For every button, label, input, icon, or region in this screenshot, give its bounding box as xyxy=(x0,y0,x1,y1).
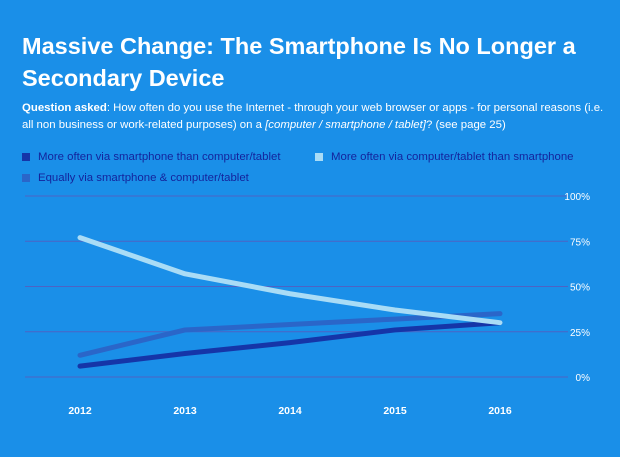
legend-swatch-equally xyxy=(22,174,30,182)
question-text: Question asked: How often do you use the… xyxy=(22,100,607,134)
legend-swatch-smartphone xyxy=(22,153,30,161)
y-tick-label: 75% xyxy=(570,237,590,248)
series-line-computer xyxy=(77,235,503,326)
question-options: [computer / smartphone / tablet] xyxy=(265,119,426,131)
series-line-smartphone xyxy=(77,320,503,369)
x-tick-label: 2012 xyxy=(68,405,92,417)
y-tick-label: 50% xyxy=(570,283,590,294)
legend-label-smartphone: More often via smartphone than computer/… xyxy=(38,151,281,163)
legend-item-computer: More often via computer/tablet than smar… xyxy=(315,151,574,163)
legend-item-smartphone: More often via smartphone than computer/… xyxy=(22,151,281,163)
x-tick-label: 2016 xyxy=(488,405,512,417)
series-line-equally xyxy=(77,311,503,358)
question-tail: ? (see page 25) xyxy=(425,119,506,131)
legend-item-equally: Equally via smartphone & computer/tablet xyxy=(22,172,249,184)
question-body: : How often do you use the Internet - th… xyxy=(22,102,604,131)
legend-label-computer: More often via computer/tablet than smar… xyxy=(331,151,574,163)
y-tick-label: 100% xyxy=(564,192,590,203)
x-tick-label: 2015 xyxy=(383,405,407,417)
x-tick-label: 2014 xyxy=(278,405,302,417)
y-tick-label: 25% xyxy=(570,328,590,339)
y-tick-label: 0% xyxy=(576,373,591,384)
legend-label-equally: Equally via smartphone & computer/tablet xyxy=(38,172,249,184)
x-tick-label: 2013 xyxy=(173,405,197,417)
legend-swatch-computer xyxy=(315,153,323,161)
question-label: Question asked xyxy=(22,102,107,114)
chart-title: Massive Change: The Smartphone Is No Lon… xyxy=(22,33,576,91)
